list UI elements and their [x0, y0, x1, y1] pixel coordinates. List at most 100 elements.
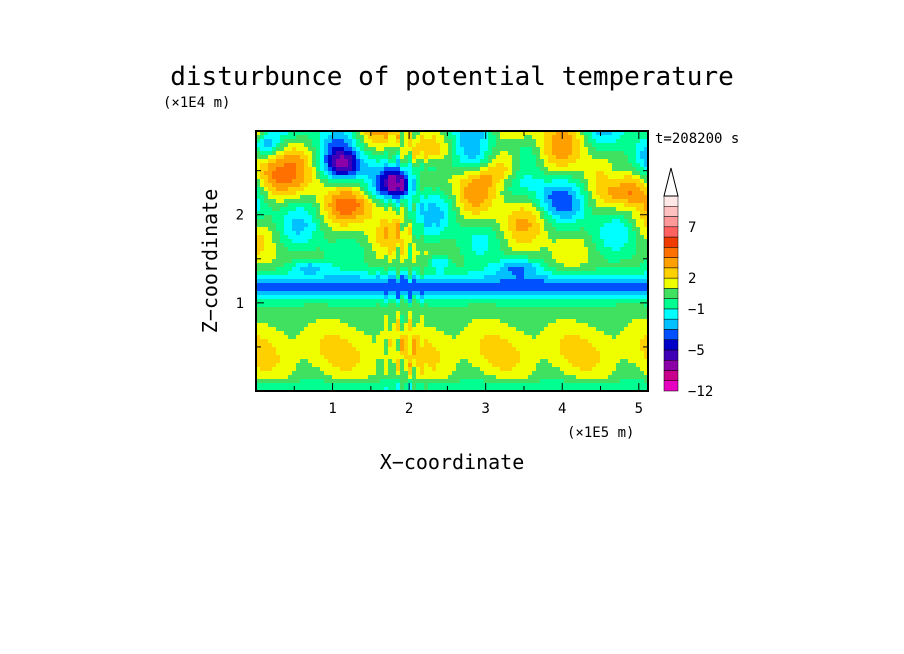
field-cell	[312, 207, 317, 212]
field-cell	[316, 135, 321, 140]
field-cell	[316, 267, 321, 272]
field-cell	[296, 179, 301, 184]
field-cell	[596, 291, 601, 296]
field-cell	[436, 331, 441, 336]
field-cell	[536, 151, 541, 156]
field-cell	[296, 327, 301, 332]
field-cell	[328, 295, 333, 300]
field-cell	[516, 267, 521, 272]
field-cell	[300, 311, 305, 316]
field-cell	[368, 267, 373, 272]
field-cell	[556, 247, 561, 252]
field-cell	[312, 327, 317, 332]
field-cell	[484, 319, 489, 324]
field-cell	[260, 215, 265, 220]
field-cell	[536, 175, 541, 180]
field-cell	[608, 327, 613, 332]
field-cell	[456, 171, 461, 176]
field-cell	[268, 271, 273, 276]
field-cell	[336, 271, 341, 276]
field-cell	[580, 267, 585, 272]
field-cell	[608, 299, 613, 304]
field-cell	[324, 227, 329, 232]
field-cell	[624, 235, 629, 240]
field-cell	[304, 311, 309, 316]
field-cell	[500, 303, 505, 308]
field-cell	[276, 187, 281, 192]
field-cell	[460, 131, 465, 136]
field-cell	[520, 183, 525, 188]
field-cell	[420, 251, 425, 256]
field-cell	[448, 291, 453, 296]
field-cell	[620, 183, 625, 188]
field-cell	[412, 319, 417, 324]
field-cell	[444, 295, 449, 300]
field-cell	[336, 323, 341, 328]
field-cell	[500, 263, 505, 268]
field-cell	[464, 231, 469, 236]
field-cell	[528, 267, 533, 272]
field-cell	[616, 203, 621, 208]
field-cell	[568, 283, 573, 288]
field-cell	[632, 251, 637, 256]
field-cell	[452, 283, 457, 288]
field-cell	[352, 159, 357, 164]
field-cell	[568, 235, 573, 240]
field-cell	[448, 295, 453, 300]
field-cell	[268, 307, 273, 312]
field-cell	[308, 295, 313, 300]
field-cell	[568, 155, 573, 160]
field-cell	[596, 255, 601, 260]
field-cell	[524, 311, 529, 316]
field-cell	[496, 327, 501, 332]
field-cell	[552, 199, 557, 204]
field-cell	[380, 243, 385, 248]
field-cell	[600, 299, 605, 304]
field-cell	[616, 267, 621, 272]
field-cell	[468, 287, 473, 292]
field-cell	[488, 243, 493, 248]
field-cell	[432, 159, 437, 164]
field-cell	[332, 183, 337, 188]
field-cell	[596, 207, 601, 212]
field-cell	[484, 199, 489, 204]
field-cell	[492, 319, 497, 324]
field-cell	[344, 255, 349, 260]
field-cell	[600, 315, 605, 320]
field-cell	[628, 287, 633, 292]
field-cell	[300, 135, 305, 140]
field-cell	[276, 315, 281, 320]
field-cell	[296, 275, 301, 280]
field-cell	[424, 271, 429, 276]
field-cell	[256, 243, 261, 248]
field-cell	[520, 207, 525, 212]
field-cell	[292, 319, 297, 324]
field-cell	[296, 279, 301, 284]
field-cell	[288, 311, 293, 316]
field-cell	[344, 323, 349, 328]
field-cell	[408, 139, 413, 144]
field-cell	[460, 179, 465, 184]
field-cell	[612, 207, 617, 212]
field-cell	[596, 139, 601, 144]
field-cell	[336, 135, 341, 140]
field-cell	[284, 247, 289, 252]
field-cell	[480, 135, 485, 140]
field-cell	[524, 235, 529, 240]
field-cell	[316, 219, 321, 224]
field-cell	[588, 183, 593, 188]
field-cell	[444, 187, 449, 192]
field-cell	[608, 187, 613, 192]
field-cell	[472, 179, 477, 184]
field-cell	[488, 295, 493, 300]
field-cell	[448, 247, 453, 252]
field-cell	[452, 311, 457, 316]
field-cell	[564, 299, 569, 304]
field-cell	[504, 323, 509, 328]
field-cell	[508, 211, 513, 216]
field-cell	[628, 171, 633, 176]
field-cell	[300, 295, 305, 300]
field-cell	[344, 295, 349, 300]
field-cell	[304, 251, 309, 256]
field-cell	[588, 267, 593, 272]
